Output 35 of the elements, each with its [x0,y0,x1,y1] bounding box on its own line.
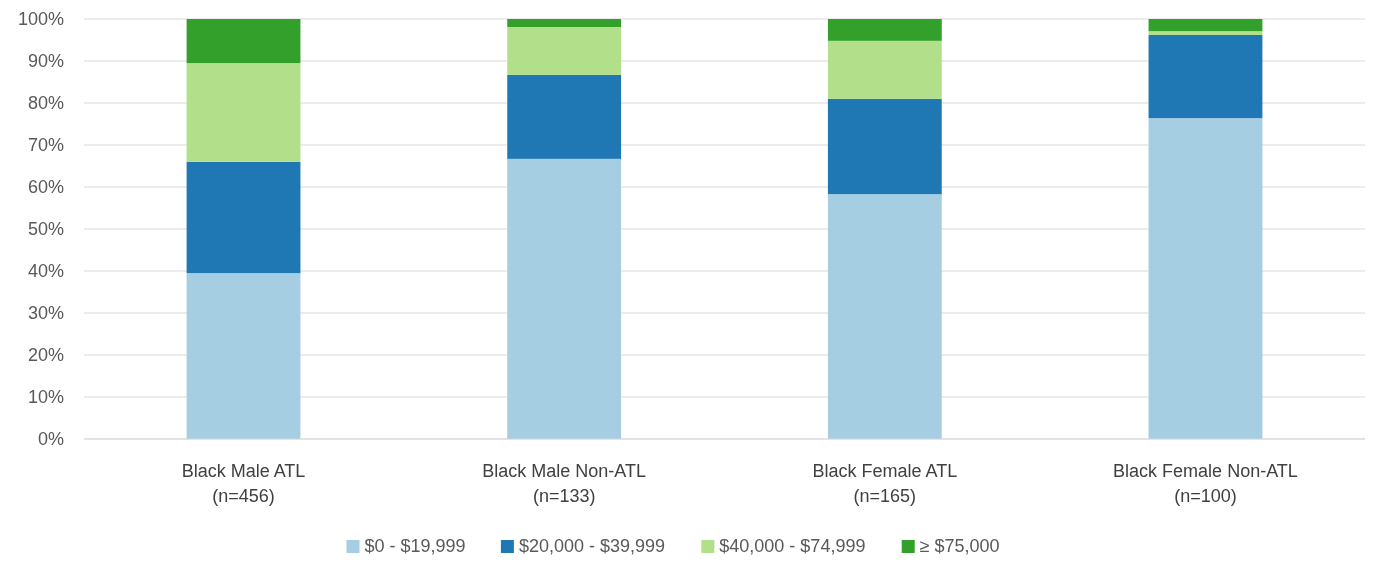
bar [186,161,301,274]
x-tick-label: Black Male ATL (n=456) [181,461,306,506]
x-tick-label: Black Female ATL (n=165) [812,461,958,506]
bar [507,19,622,27]
y-tick-label: 40% [27,261,64,282]
y-tick-label: 90% [27,51,64,72]
bar [186,63,301,162]
legend-label: ≥ $75,000 [919,536,1000,556]
y-tick-label: 20% [27,345,64,366]
bar [507,26,622,75]
bar [827,194,942,439]
bar [1148,34,1263,119]
bar [827,40,942,99]
x-tick-label: Black Male Non-ATL (n=133) [482,461,647,506]
legend-label: $20,000 - $39,999 [518,536,666,556]
y-tick-label: 70% [27,135,64,156]
bar [1148,31,1263,35]
y-tick-label: 10% [27,387,64,408]
y-tick-label: 100% [17,9,64,30]
bar [186,19,301,64]
bar [827,19,942,41]
bar [186,273,301,439]
bar [507,74,622,159]
bar [1148,19,1263,32]
y-tick-label: 50% [27,219,64,240]
bar [507,158,622,439]
bar [827,98,942,195]
bar [1148,118,1263,439]
y-tick-label: 80% [27,93,64,114]
y-tick-label: 0% [37,429,64,450]
x-tick-label: Black Female Non-ATL (n=100) [1113,461,1298,506]
y-tick-label: 60% [27,177,64,198]
y-tick-label: 30% [27,303,64,324]
legend-label: $0 - $19,999 [364,536,466,556]
legend-label: $40,000 - $74,999 [719,536,866,556]
